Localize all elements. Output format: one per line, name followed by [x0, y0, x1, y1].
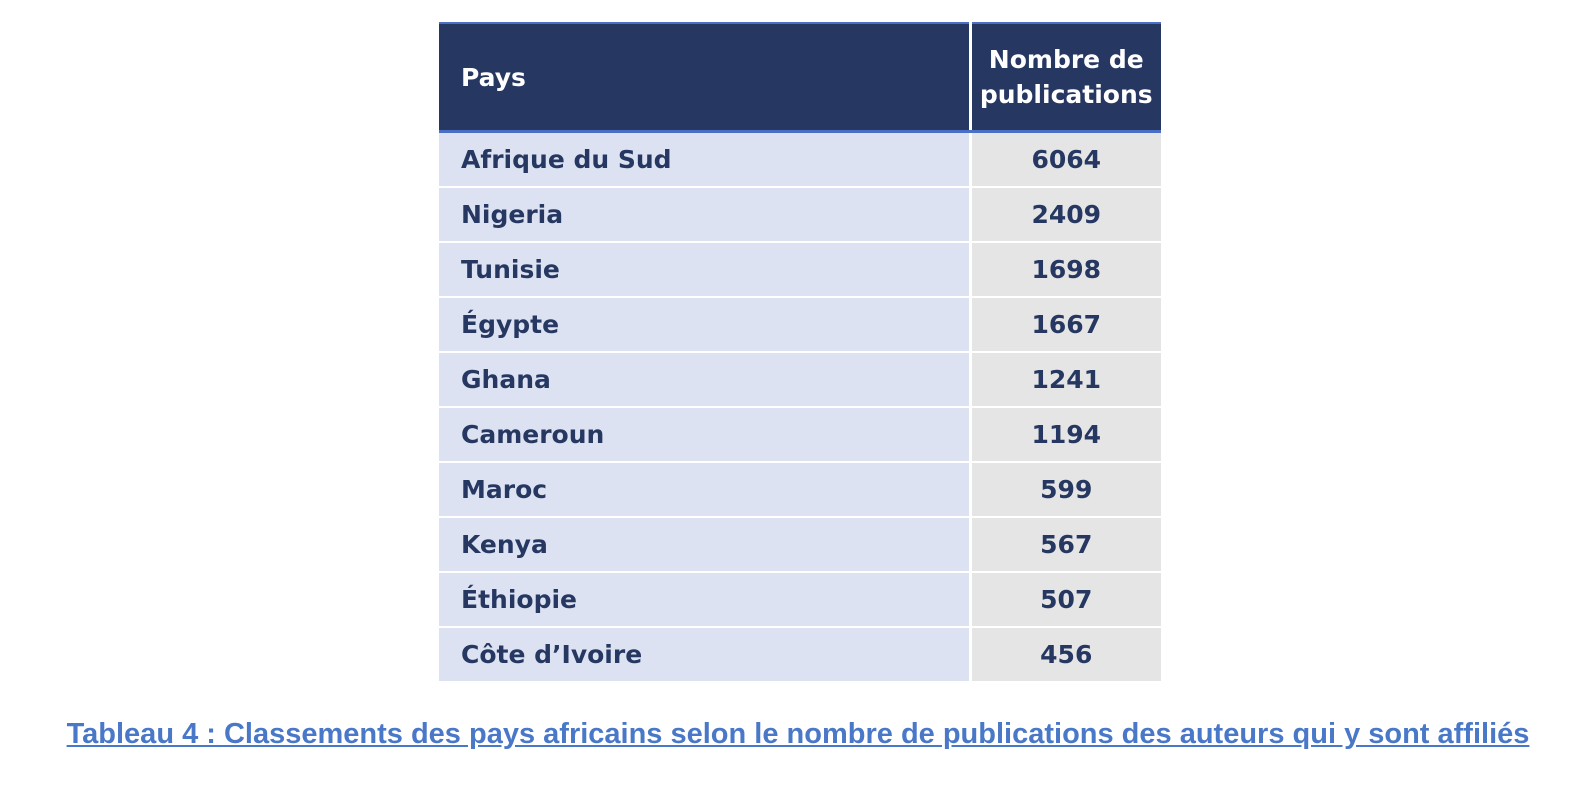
country-cell: Afrique du Sud: [439, 131, 972, 188]
country-cell: Nigeria: [439, 187, 972, 243]
table-row: Cameroun 1194: [439, 407, 1161, 463]
country-cell: Ghana: [439, 352, 972, 408]
country-cell: Côte d’Ivoire: [439, 627, 972, 683]
table-row: Tunisie 1698: [439, 242, 1161, 298]
table-row: Maroc 599: [439, 462, 1161, 518]
country-cell: Égypte: [439, 297, 972, 353]
count-cell: 1698: [970, 242, 1161, 298]
header-country: Pays: [439, 22, 972, 133]
count-cell: 567: [970, 517, 1161, 573]
count-cell: 1194: [970, 407, 1161, 463]
table-header: Pays Nombre de publications: [439, 22, 1161, 133]
count-cell: 507: [970, 572, 1161, 628]
table-body: Afrique du Sud 6064 Nigeria 2409 Tunisie…: [439, 131, 1161, 683]
country-cell: Maroc: [439, 462, 972, 518]
country-cell: Éthiopie: [439, 572, 972, 628]
count-cell: 2409: [970, 187, 1161, 243]
count-cell: 456: [970, 627, 1161, 683]
country-cell: Cameroun: [439, 407, 972, 463]
country-cell: Tunisie: [439, 242, 972, 298]
ranking-table: Pays Nombre de publications Afrique du S…: [439, 22, 1161, 683]
table-caption: Tableau 4 : Classements des pays africai…: [66, 718, 1530, 750]
table-row: Côte d’Ivoire 456: [439, 627, 1161, 683]
header-row: Pays Nombre de publications: [439, 22, 1161, 133]
count-cell: 1241: [970, 352, 1161, 408]
table-row: Kenya 567: [439, 517, 1161, 573]
count-cell: 599: [970, 462, 1161, 518]
table-row: Égypte 1667: [439, 297, 1161, 353]
count-cell: 1667: [970, 297, 1161, 353]
table-row: Nigeria 2409: [439, 187, 1161, 243]
table-row: Ghana 1241: [439, 352, 1161, 408]
count-cell: 6064: [970, 131, 1161, 188]
country-cell: Kenya: [439, 517, 972, 573]
table-row: Afrique du Sud 6064: [439, 131, 1161, 188]
table-row: Éthiopie 507: [439, 572, 1161, 628]
ranking-table-container: Pays Nombre de publications Afrique du S…: [439, 22, 1161, 683]
header-publication-count: Nombre de publications: [970, 22, 1161, 133]
